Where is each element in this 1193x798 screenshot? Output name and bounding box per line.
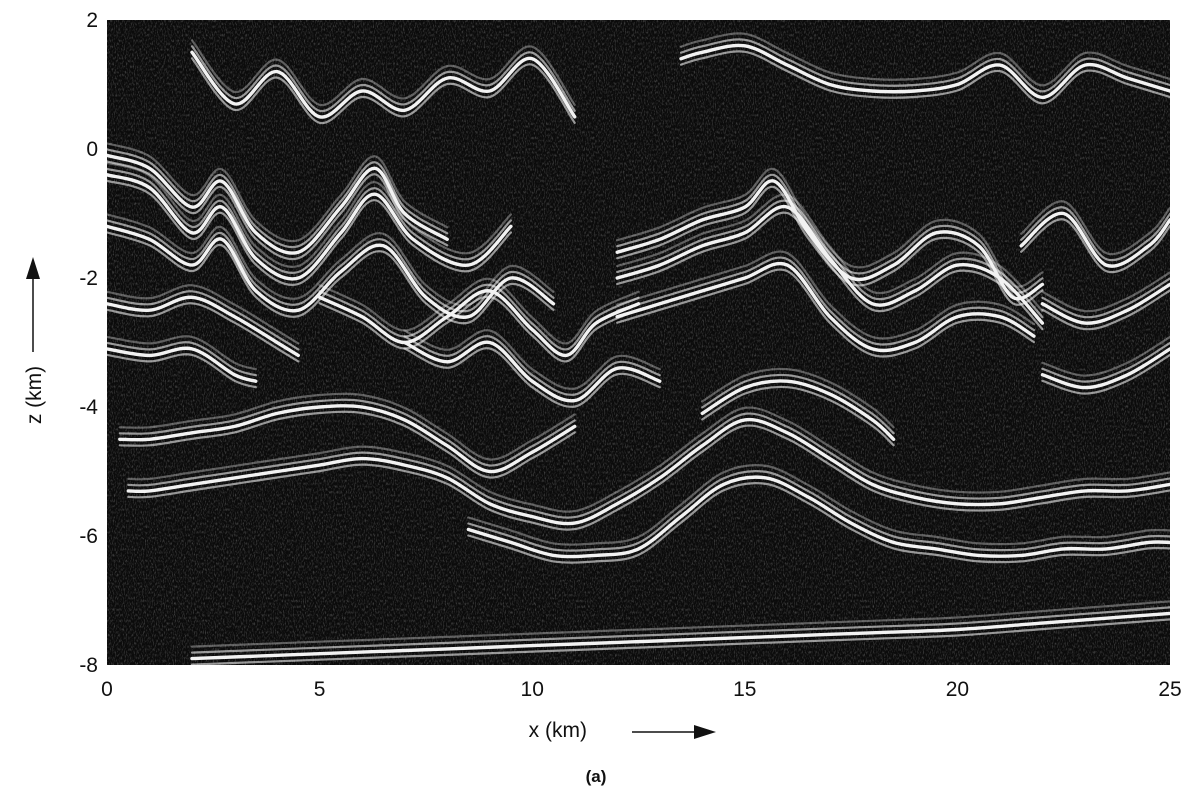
reflector-line — [190, 611, 1170, 661]
reflector-line — [700, 379, 896, 441]
reflector-echo — [127, 412, 1170, 519]
x-tick-label: 25 — [1158, 678, 1181, 701]
reflector-line — [107, 224, 556, 319]
y-tick-label: -4 — [79, 396, 98, 419]
reflector-echo — [1041, 353, 1170, 395]
reflector-echo — [467, 464, 1170, 546]
reflector-echo — [190, 600, 1170, 648]
reflector-line — [107, 295, 300, 358]
reflector-echo — [107, 290, 300, 351]
reflector-line — [107, 346, 258, 383]
x-tick-label: 5 — [314, 678, 326, 701]
plot-area — [107, 20, 1170, 665]
reflector-line — [317, 289, 641, 358]
reflector-line — [107, 173, 513, 281]
reflector-echo — [190, 606, 1170, 654]
reflector-echo — [701, 385, 895, 447]
reflector-echo — [1020, 218, 1170, 274]
x-tick-labels: 0 5 10 15 20 25 — [101, 678, 1182, 701]
y-tick-labels: 2 0 -2 -4 -6 -8 — [79, 9, 98, 677]
reflector-echo — [616, 256, 1035, 346]
y-tick-label: -2 — [79, 267, 98, 290]
reflector-echo — [107, 167, 512, 274]
x-axis-arrow-icon — [632, 725, 716, 739]
reflector-echo — [616, 211, 1044, 331]
reflector-echo — [190, 618, 1170, 665]
reflector-line — [190, 50, 577, 119]
reflector-line — [402, 340, 662, 403]
reflector-line — [126, 417, 1170, 526]
reflector-echo — [118, 398, 576, 467]
reflector-echo — [616, 167, 1044, 288]
y-tick-label: -6 — [79, 525, 98, 548]
reflector-echo — [403, 347, 661, 408]
reflector-echo — [616, 199, 1044, 319]
reflector-echo — [107, 179, 512, 286]
reflector-echo — [118, 392, 576, 461]
reflector-layer — [107, 32, 1170, 665]
reflector-echo — [318, 277, 640, 345]
y-tick-label: 0 — [86, 138, 98, 161]
reflector-echo — [1020, 206, 1170, 262]
reflector-echo — [107, 341, 257, 377]
reflector-echo — [107, 335, 257, 371]
x-tick-label: 0 — [101, 678, 113, 701]
reflector-echo — [107, 142, 449, 243]
y-axis-arrow-icon — [26, 257, 40, 352]
reflector-line — [615, 261, 1036, 353]
reflector-line — [1040, 347, 1170, 390]
reflector-echo — [1041, 277, 1170, 319]
reflector-echo — [1041, 289, 1170, 331]
reflector-echo — [1020, 200, 1170, 256]
reflector-echo — [318, 283, 640, 351]
reflector-echo — [190, 45, 576, 112]
reflector-echo — [190, 57, 576, 124]
reflector-echo — [107, 219, 555, 313]
reflector-line — [107, 153, 449, 255]
reflector-echo — [107, 284, 300, 345]
y-tick-label: 2 — [86, 9, 98, 32]
reflector-echo — [701, 373, 895, 435]
reflector-line — [118, 404, 577, 474]
reflector-echo — [701, 367, 895, 429]
reflector-echo — [403, 335, 661, 396]
panel-label: (a) — [586, 767, 607, 786]
reflector-echo — [190, 39, 576, 106]
y-axis-title: z (km) — [23, 366, 46, 424]
x-tick-label: 10 — [521, 678, 544, 701]
reflector-echo — [403, 329, 661, 390]
x-tick-label: 20 — [946, 678, 969, 701]
reflector-echo — [1041, 341, 1170, 383]
x-tick-label: 15 — [733, 678, 756, 701]
reflector-echo — [467, 482, 1170, 564]
reflector-echo — [467, 470, 1170, 552]
x-axis-title: x (km) — [529, 719, 587, 742]
reflector-echo — [616, 250, 1035, 340]
reflector-echo — [1041, 335, 1170, 377]
reflector-echo — [118, 410, 576, 479]
reflector-echo — [318, 295, 640, 363]
reflector-echo — [679, 32, 1170, 87]
reflector-echo — [679, 38, 1170, 93]
reflector-echo — [107, 353, 257, 389]
reflector-echo — [679, 50, 1170, 105]
reflector-echo — [127, 424, 1170, 531]
reflector-echo — [616, 193, 1044, 313]
reflector-echo — [107, 302, 300, 363]
reflector-echo — [107, 161, 512, 268]
reflector-line — [466, 475, 1170, 559]
reflector-echo — [1041, 271, 1170, 313]
reflector-line — [1040, 282, 1170, 325]
reflector-echo — [107, 160, 449, 261]
reflector-line — [1019, 211, 1170, 268]
reflector-line — [615, 205, 1045, 325]
reflector-echo — [616, 268, 1035, 358]
reflector-echo — [127, 406, 1170, 513]
reflector-echo — [107, 148, 449, 249]
reflector-line — [679, 43, 1170, 100]
y-tick-label: -8 — [79, 654, 98, 677]
